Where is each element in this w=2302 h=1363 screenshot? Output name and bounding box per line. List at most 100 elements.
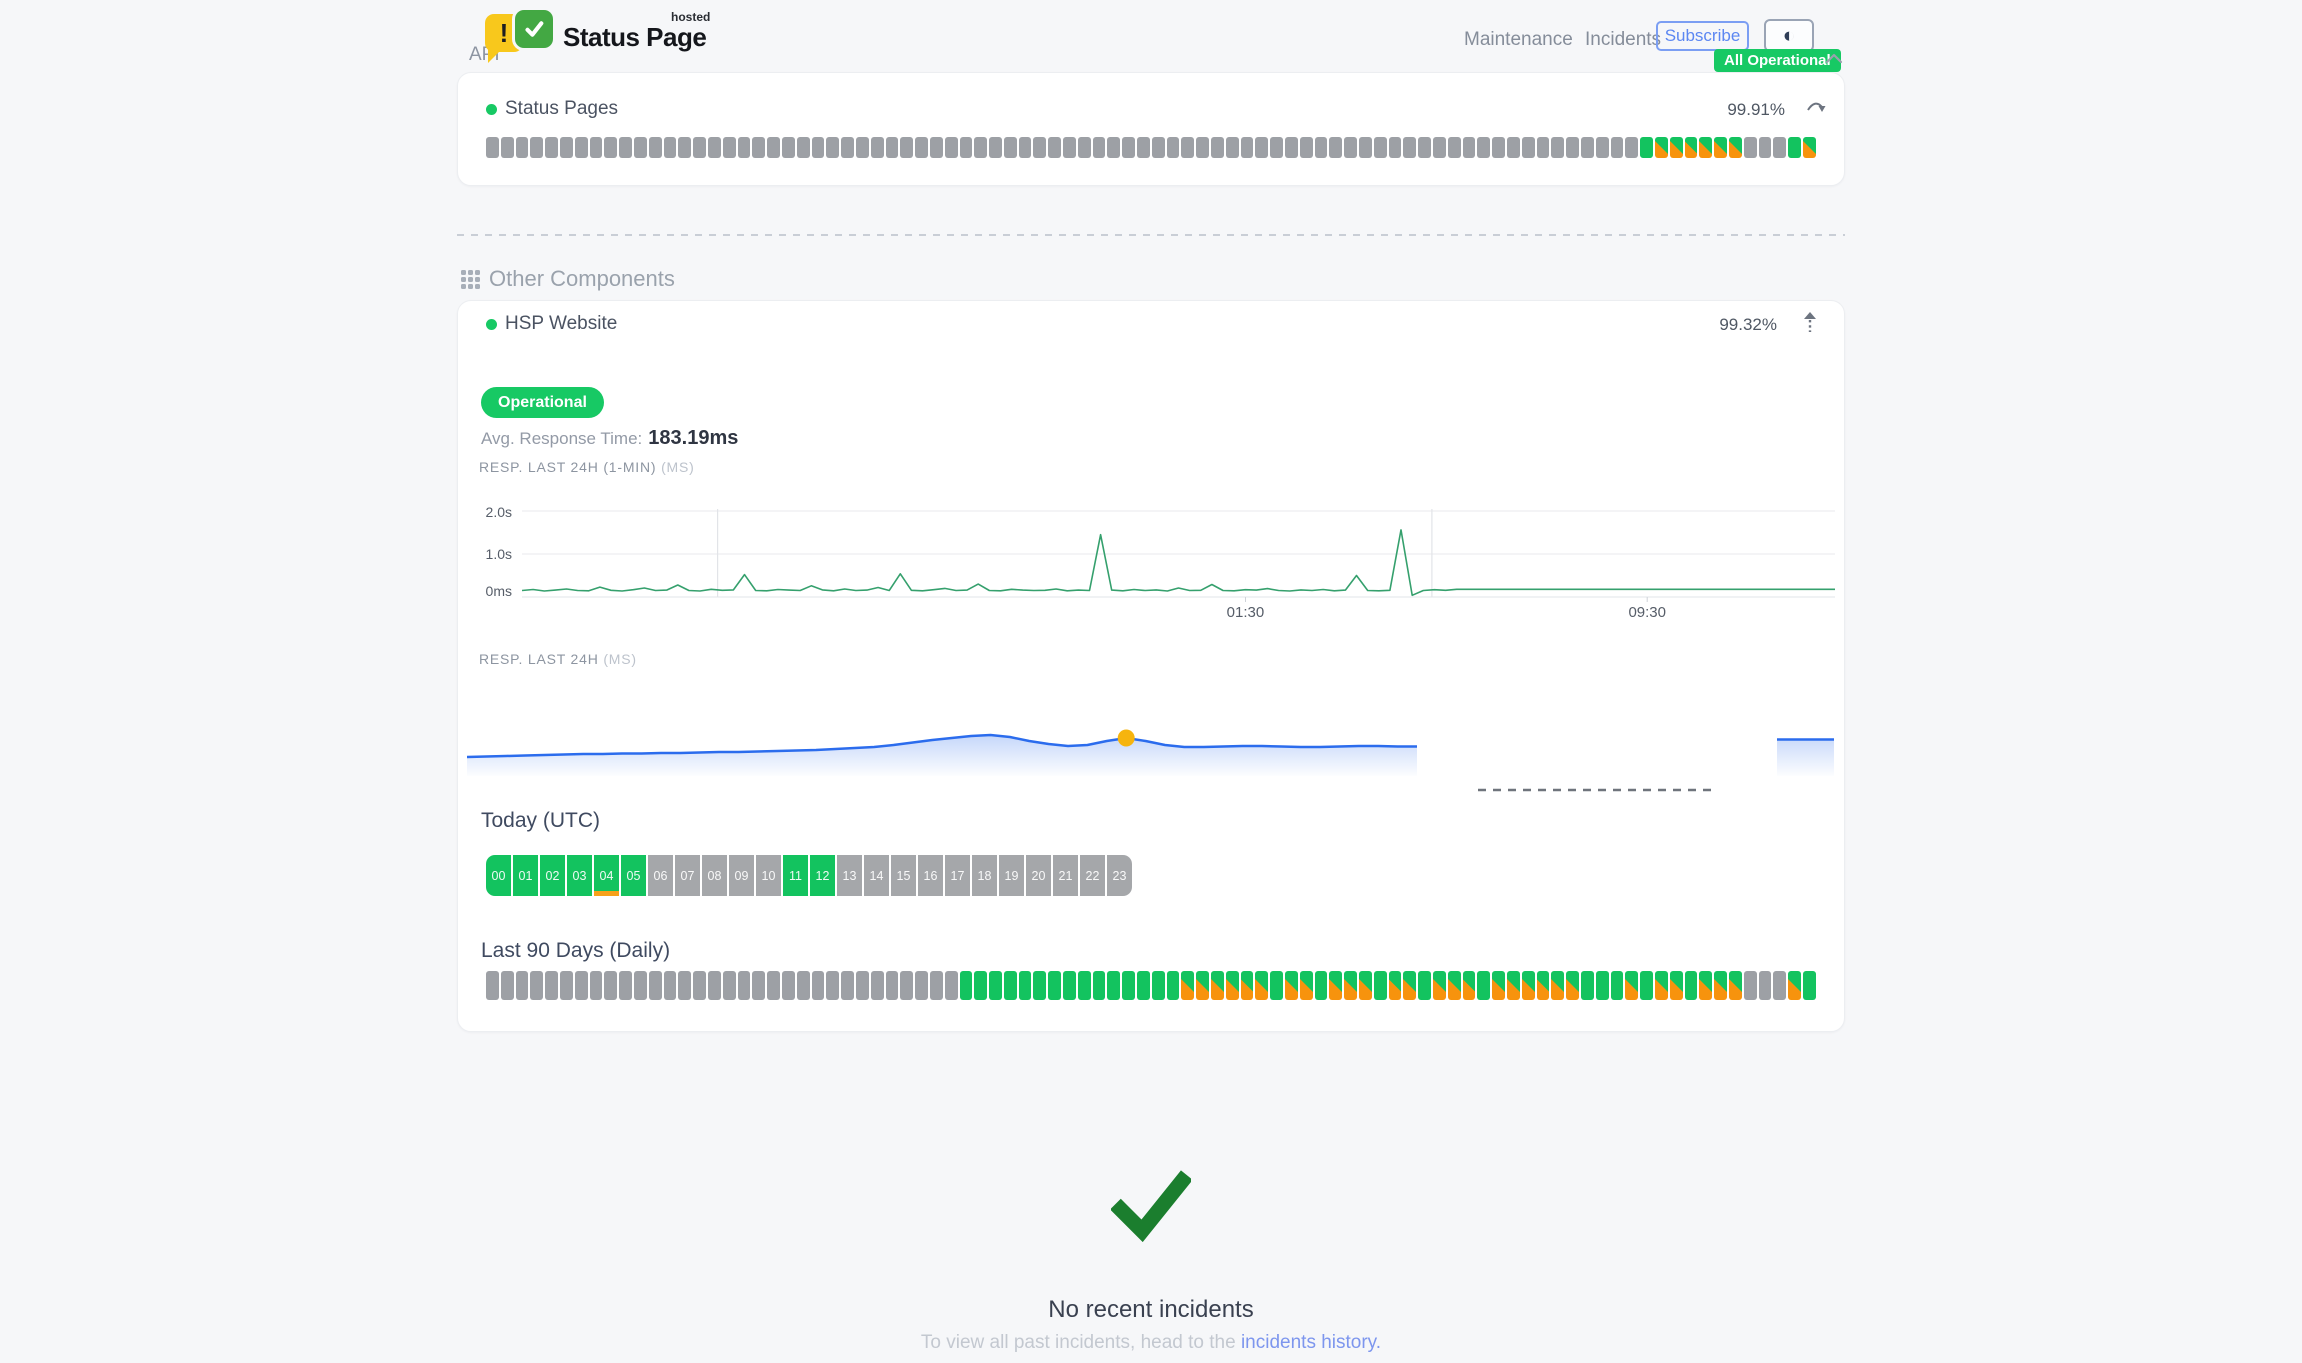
uptime-bar bbox=[737, 137, 751, 158]
x-axis-label: 09:30 bbox=[1628, 604, 1666, 621]
uptime-bar bbox=[1610, 137, 1624, 158]
day-bar bbox=[767, 971, 780, 1000]
hour-block: 21 bbox=[1053, 855, 1078, 896]
day-bar bbox=[989, 971, 1002, 1000]
day-bar bbox=[1625, 971, 1639, 1000]
day-bar bbox=[1107, 971, 1121, 1000]
logo-check-icon bbox=[525, 21, 544, 37]
uptime-bar bbox=[1536, 137, 1550, 158]
uptime-bar bbox=[486, 137, 499, 158]
hour-block: 10 bbox=[756, 855, 781, 896]
hour-block: 15 bbox=[891, 855, 916, 896]
uptime-bar bbox=[826, 137, 840, 158]
uptime-bar bbox=[1092, 137, 1106, 158]
theme-toggle-button[interactable]: ◐ bbox=[1764, 19, 1814, 52]
uptime-bar bbox=[1684, 137, 1698, 158]
chart1-title: RESP. LAST 24H (1-MIN) bbox=[479, 459, 657, 475]
day-bar bbox=[678, 971, 692, 1000]
uptime-bar bbox=[1299, 137, 1313, 158]
avg-response-value: 183.19ms bbox=[648, 427, 739, 449]
uptime-bar bbox=[707, 137, 721, 158]
nav-incidents[interactable]: Incidents bbox=[1585, 29, 1662, 50]
uptime-bar bbox=[1388, 137, 1402, 158]
day-bar bbox=[1669, 971, 1683, 1000]
uptime-bar bbox=[1802, 137, 1816, 158]
scroll-top-button[interactable] bbox=[1802, 311, 1818, 336]
uptime-bar bbox=[1773, 137, 1787, 158]
uptime-bar bbox=[1699, 137, 1713, 158]
hour-block: 19 bbox=[999, 855, 1024, 896]
hour-block: 11 bbox=[783, 855, 808, 896]
chevron-up-icon[interactable] bbox=[1825, 53, 1843, 64]
uptime-bar bbox=[1063, 137, 1076, 158]
uptime-bar bbox=[545, 137, 558, 158]
day-bar bbox=[1240, 971, 1254, 1000]
chart1-unit: (MS) bbox=[661, 459, 695, 475]
uptime-bar bbox=[1758, 137, 1772, 158]
uptime-bar bbox=[855, 137, 869, 158]
uptime-bar bbox=[1447, 137, 1461, 158]
logo-exclamation-mark: ! bbox=[499, 17, 509, 48]
grid-icon bbox=[461, 269, 480, 289]
day-bar bbox=[1462, 971, 1476, 1000]
uptime-bar bbox=[841, 137, 854, 158]
day-bar bbox=[1255, 971, 1269, 1000]
day-bar bbox=[1714, 971, 1727, 1000]
uptime-bar bbox=[1595, 137, 1609, 158]
uptime-bar bbox=[811, 137, 825, 158]
refresh-button[interactable] bbox=[1804, 97, 1826, 117]
uptime-bar bbox=[1654, 137, 1668, 158]
uptime-bar bbox=[1344, 137, 1358, 158]
uptime-bar bbox=[1625, 137, 1639, 158]
uptime-bar bbox=[781, 137, 795, 158]
uptime-bar bbox=[1477, 137, 1491, 158]
big-check-icon bbox=[1111, 1170, 1191, 1242]
brand-title: Status Page bbox=[563, 22, 707, 52]
day-bar bbox=[1373, 971, 1387, 1000]
uptime-bar bbox=[1003, 137, 1017, 158]
component-name: HSP Website bbox=[505, 313, 618, 334]
uptime-bar bbox=[1788, 137, 1801, 158]
day-bar bbox=[1344, 971, 1358, 1000]
hour-block: 02 bbox=[540, 855, 565, 896]
subscribe-button[interactable]: Subscribe bbox=[1656, 21, 1749, 51]
subtext-suffix: . bbox=[1375, 1332, 1382, 1353]
day-bar bbox=[633, 971, 647, 1000]
api-component-card: Status Pages 99.91% bbox=[457, 72, 1845, 186]
hour-block: 08 bbox=[702, 855, 727, 896]
chart2-unit: (MS) bbox=[603, 651, 637, 667]
uptime-bar bbox=[1669, 137, 1683, 158]
day-bar bbox=[1211, 971, 1224, 1000]
uptime-bar bbox=[1640, 137, 1653, 158]
status-dot bbox=[486, 319, 497, 330]
overall-status-badge[interactable]: All Operational bbox=[1714, 49, 1841, 72]
day-bar bbox=[530, 971, 544, 1000]
content-column: API ! hosted Status Page Maintenance Inc… bbox=[457, 0, 1845, 1363]
uptime-bar bbox=[530, 137, 544, 158]
hsp-website-card: HSP Website 99.32% Operational Avg. Resp… bbox=[457, 300, 1845, 1032]
nav-maintenance[interactable]: Maintenance bbox=[1464, 29, 1573, 50]
day-bar bbox=[1521, 971, 1535, 1000]
uptime-bar bbox=[1418, 137, 1431, 158]
uptime-bar bbox=[604, 137, 618, 158]
hour-block: 20 bbox=[1026, 855, 1051, 896]
day-bar bbox=[1743, 971, 1757, 1000]
day-bar bbox=[826, 971, 840, 1000]
day-bar bbox=[1033, 971, 1047, 1000]
day-bar bbox=[722, 971, 736, 1000]
uptime-bar bbox=[1077, 137, 1091, 158]
brand[interactable]: ! hosted Status Page bbox=[485, 10, 710, 68]
y-axis-label: 0ms bbox=[485, 583, 512, 599]
chart2-caption: RESP. LAST 24H (MS) bbox=[479, 651, 637, 667]
day-bar bbox=[1196, 971, 1210, 1000]
incidents-history-link[interactable]: incidents history bbox=[1240, 1332, 1376, 1353]
day-bar bbox=[1285, 971, 1298, 1000]
uptime-bar bbox=[1462, 137, 1476, 158]
brand-text: hosted Status Page bbox=[563, 10, 710, 53]
day-bar bbox=[707, 971, 721, 1000]
day-bar bbox=[515, 971, 529, 1000]
uptime-bar bbox=[574, 137, 588, 158]
uptime-bar bbox=[1506, 137, 1520, 158]
day-bar bbox=[1433, 971, 1446, 1000]
day-bar bbox=[1802, 971, 1816, 1000]
